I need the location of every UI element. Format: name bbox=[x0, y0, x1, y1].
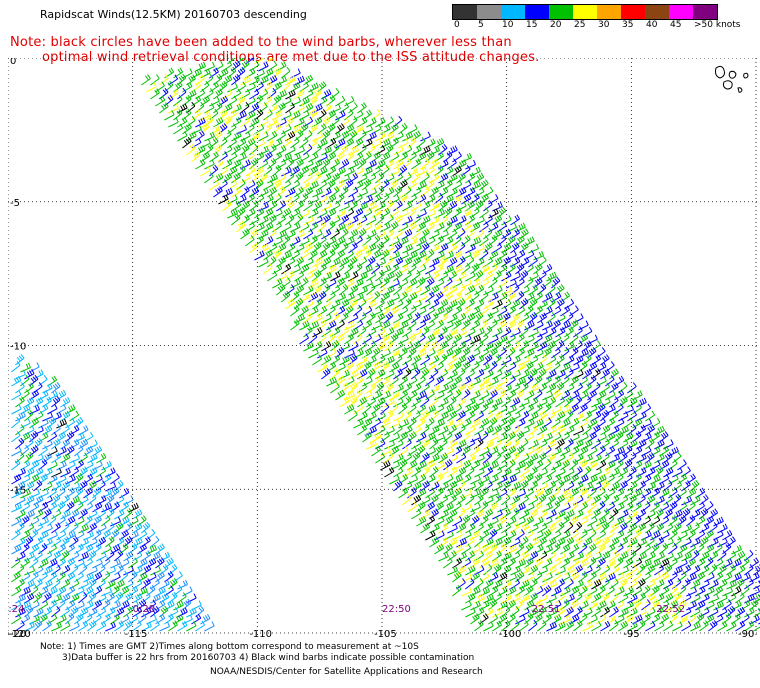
scale-swatch bbox=[453, 5, 477, 19]
scale-swatch bbox=[693, 5, 717, 19]
lat-lon-grid bbox=[8, 58, 760, 638]
lon-tick-label: -120 bbox=[8, 629, 31, 638]
lon-tick-label: -100 bbox=[499, 629, 522, 638]
scale-label: 15 bbox=[526, 20, 538, 30]
pass-time-label: 0:24 bbox=[8, 604, 24, 615]
scale-swatch bbox=[621, 5, 645, 19]
lon-tick-label: -90 bbox=[738, 629, 754, 638]
wind-speed-scale-labels: 0 5 10 15 20 25 30 35 40 45 >50 knots bbox=[452, 20, 760, 34]
scale-label: 25 bbox=[574, 20, 586, 30]
lat-tick-label: -15 bbox=[10, 485, 26, 496]
pass-time-label: 22:51 bbox=[532, 604, 561, 615]
map-title: Rapidscat Winds(12.5KM) 20160703 descend… bbox=[40, 8, 307, 21]
scale-label: 30 bbox=[598, 20, 610, 30]
lat-tick-label: -20 bbox=[10, 629, 26, 638]
scale-label: 45 bbox=[670, 20, 682, 30]
pass-time-label: 0:28 bbox=[133, 604, 155, 615]
scale-swatch bbox=[573, 5, 597, 19]
contamination-note-line1: Note: black circles have been added to t… bbox=[10, 35, 512, 50]
scale-label: 35 bbox=[622, 20, 634, 30]
footnote-line2: 3)Data buffer is 22 hrs from 20160703 4)… bbox=[62, 653, 475, 663]
pass-time-label: 22:52 bbox=[656, 604, 685, 615]
wind-map: 0 -5 -10 -15 -20-120 -115 -110 -105 -100 -95 -90 0:… bbox=[8, 58, 760, 638]
scale-swatch bbox=[525, 5, 549, 19]
contamination-note-line2: optimal wind retrieval conditions are me… bbox=[42, 50, 540, 65]
map-axes: 0 -5 -10 -15 -20-120 -115 -110 -105 -100 -95 -90 0:… bbox=[8, 58, 754, 638]
lat-tick-label: 0 bbox=[10, 58, 16, 67]
scale-label: 5 bbox=[478, 20, 484, 30]
scale-swatch bbox=[597, 5, 621, 19]
wind-barb-swaths bbox=[11, 58, 760, 632]
scale-label: 40 bbox=[646, 20, 658, 30]
scale-label: 0 bbox=[454, 20, 460, 30]
lon-tick-label: -95 bbox=[623, 629, 639, 638]
scale-label: 20 bbox=[550, 20, 562, 30]
scale-label: 10 bbox=[502, 20, 514, 30]
footnote-line1: Note: 1) Times are GMT 2)Times along bot… bbox=[40, 642, 419, 652]
scale-swatch bbox=[669, 5, 693, 19]
scale-swatch bbox=[549, 5, 573, 19]
lon-tick-label: -110 bbox=[249, 629, 272, 638]
lat-tick-label: -10 bbox=[10, 342, 26, 353]
lon-tick-label: -115 bbox=[125, 629, 148, 638]
scale-swatch bbox=[501, 5, 525, 19]
lon-tick-label: -105 bbox=[374, 629, 397, 638]
pass-time-label: 22:50 bbox=[382, 604, 411, 615]
scale-label: >50 knots bbox=[694, 20, 741, 30]
scale-swatch bbox=[477, 5, 501, 19]
scale-swatch bbox=[645, 5, 669, 19]
lat-tick-label: -5 bbox=[10, 198, 20, 209]
credit-line: NOAA/NESDIS/Center for Satellite Applica… bbox=[210, 667, 483, 677]
wind-speed-color-scale bbox=[452, 4, 718, 20]
galapagos-islands bbox=[715, 65, 749, 93]
